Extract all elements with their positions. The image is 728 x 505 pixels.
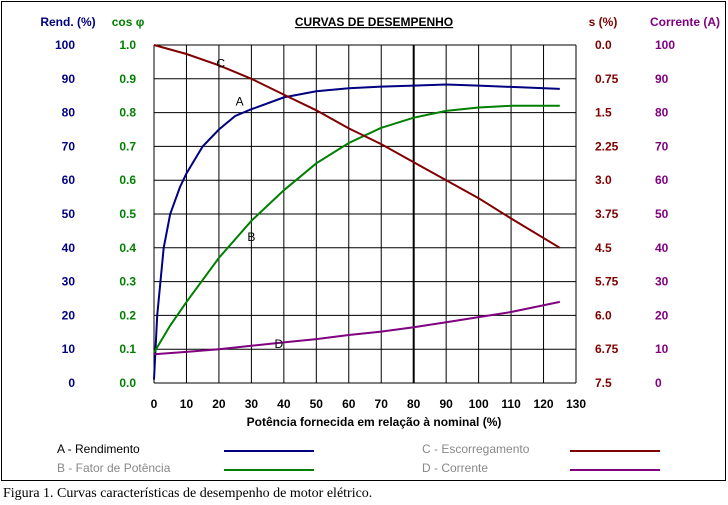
y-tick-rend: 100 <box>55 38 75 52</box>
x-tick-label: 10 <box>180 397 194 411</box>
y-tick-cos: 0.0 <box>119 376 136 390</box>
curve-label-d: D <box>275 337 284 351</box>
y-tick-s: 4.5 <box>595 241 612 255</box>
y-tick-rend: 10 <box>62 342 76 356</box>
y-tick-rend: 80 <box>62 106 76 120</box>
y-tick-s: 1.5 <box>595 106 612 120</box>
curve-label-c: C <box>216 56 225 70</box>
legend-label-c: C - Escorregamento <box>422 442 530 456</box>
y-tick-rend: 40 <box>62 241 76 255</box>
y-tick-rend: 20 <box>62 308 76 322</box>
y-tick-rend: 30 <box>62 275 76 289</box>
y-tick-corr: 40 <box>655 241 669 255</box>
y-tick-s: 6.75 <box>595 342 619 356</box>
y-tick-corr: 30 <box>655 275 669 289</box>
y-tick-cos: 0.8 <box>119 106 136 120</box>
y-tick-rend: 50 <box>62 207 76 221</box>
y-tick-s: 0.75 <box>595 72 619 86</box>
y-tick-cos: 0.2 <box>119 308 136 322</box>
curve-label-a: A <box>236 94 244 108</box>
series-line-d <box>153 300 561 356</box>
legend-label-b: B - Fator de Potência <box>57 461 171 475</box>
y-tick-corr: 80 <box>655 106 669 120</box>
curve-label-b: B <box>247 230 255 244</box>
y-tick-cos: 1.0 <box>119 38 136 52</box>
axis-title-rend: Rend. (%) <box>40 15 95 29</box>
y-tick-cos: 0.5 <box>119 207 136 221</box>
y-tick-cos: 0.4 <box>119 241 136 255</box>
grid <box>153 44 577 384</box>
y-tick-cos: 0.1 <box>119 342 136 356</box>
axis-labels: Rend. (%) cos φ s (%) Corrente (A) <box>40 15 720 29</box>
y-tick-s: 5.75 <box>595 275 619 289</box>
y-tick-rend: 90 <box>62 72 76 86</box>
legend-label-d: D - Corrente <box>422 461 488 475</box>
performance-chart: CURVAS DE DESEMPENHO Potência fornecida … <box>40 15 720 475</box>
legend-label-a: A - Rendimento <box>57 442 140 456</box>
x-tick-label: 70 <box>375 397 389 411</box>
x-tick-label: 0 <box>151 397 158 411</box>
figure-caption: Figura 1. Curvas características de dese… <box>3 486 373 501</box>
series-lines: A B C D <box>153 44 561 380</box>
x-tick-label: 30 <box>245 397 259 411</box>
x-tick-label: 130 <box>566 397 586 411</box>
axis-title-s: s (%) <box>589 15 618 29</box>
chart-title: CURVAS DE DESEMPENHO <box>295 15 453 29</box>
x-axis-label: Potência fornecida em relação à nominal … <box>247 415 502 429</box>
y-tick-s: 3.0 <box>595 173 612 187</box>
x-tick-label: 80 <box>407 397 421 411</box>
x-tick-label: 60 <box>342 397 356 411</box>
x-tick-label: 50 <box>310 397 324 411</box>
series-line-a <box>153 83 560 380</box>
series-line-c <box>153 44 561 249</box>
y-tick-rend: 70 <box>62 139 76 153</box>
y-tick-corr: 0 <box>655 376 662 390</box>
y-tick-rend: 60 <box>62 173 76 187</box>
y-tick-s: 2.25 <box>595 139 619 153</box>
y-tick-s: 6.0 <box>595 308 612 322</box>
x-tick-label: 20 <box>212 397 226 411</box>
x-tick-label: 40 <box>277 397 291 411</box>
x-tick-label: 100 <box>469 397 489 411</box>
legend: A - Rendimento B - Fator de Potência C - E… <box>57 442 660 475</box>
series-line-b <box>153 104 560 354</box>
x-tick-label: 120 <box>534 397 554 411</box>
y-tick-corr: 60 <box>655 173 669 187</box>
tick-labels: 0 10 20 30 40 50 60 70 80 90 100 110 120 130100908070… <box>55 38 675 411</box>
y-tick-s: 0.0 <box>595 38 612 52</box>
y-tick-corr: 10 <box>655 342 669 356</box>
y-tick-cos: 0.6 <box>119 173 136 187</box>
y-tick-cos: 0.7 <box>119 139 136 153</box>
axis-title-cos: cos φ <box>112 15 145 29</box>
axis-title-corr: Corrente (A) <box>650 15 720 29</box>
y-tick-cos: 0.9 <box>119 72 136 86</box>
x-tick-label: 110 <box>501 397 521 411</box>
y-tick-corr: 50 <box>655 207 669 221</box>
y-tick-corr: 70 <box>655 139 669 153</box>
y-tick-s: 7.5 <box>595 376 612 390</box>
y-tick-cos: 0.3 <box>119 275 136 289</box>
y-tick-corr: 90 <box>655 72 669 86</box>
y-tick-s: 3.75 <box>595 207 619 221</box>
y-tick-corr: 100 <box>655 38 675 52</box>
figure-frame: CURVAS DE DESEMPENHO Potência fornecida … <box>1 1 726 481</box>
y-tick-rend: 0 <box>68 376 75 390</box>
y-tick-corr: 20 <box>655 308 669 322</box>
x-tick-label: 90 <box>439 397 453 411</box>
